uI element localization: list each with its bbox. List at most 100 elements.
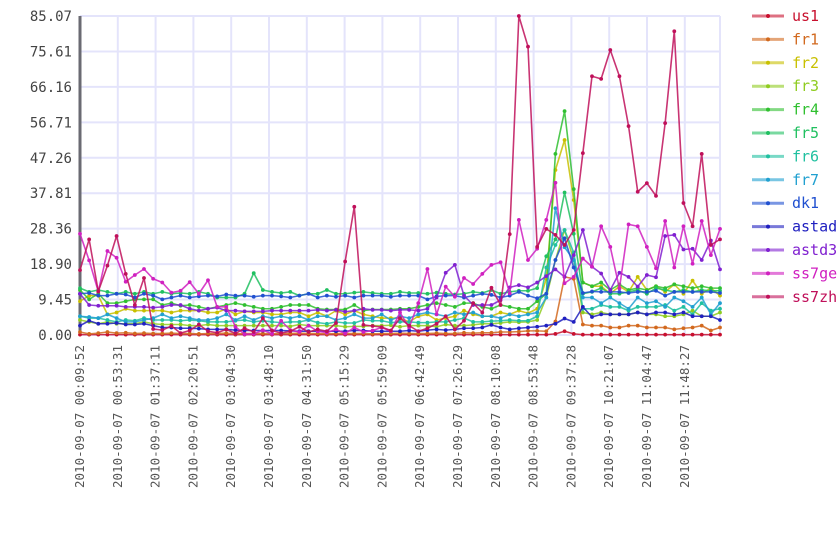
data-point-ss7zh xyxy=(279,331,284,336)
data-point-fr4 xyxy=(425,303,430,307)
data-point-astad xyxy=(553,321,558,326)
legend-label: fr1 xyxy=(792,30,819,48)
data-point-astd3 xyxy=(654,275,658,280)
data-point-astd3 xyxy=(260,309,265,314)
data-point-ss7ge xyxy=(233,324,238,329)
data-point-ss7zh xyxy=(270,328,274,333)
data-point-fr1 xyxy=(480,330,485,335)
data-point-ss7ge xyxy=(114,255,119,260)
data-point-fr7 xyxy=(544,295,549,300)
legend-item-fr6: fr6 xyxy=(752,147,819,165)
data-point-us1 xyxy=(599,332,604,337)
data-point-fr4 xyxy=(672,282,677,287)
data-point-ss7ge xyxy=(334,327,338,332)
data-point-fr3 xyxy=(251,323,256,328)
data-point-dk1 xyxy=(443,293,448,298)
legend-item-ss7zh: ss7zh xyxy=(752,288,837,306)
data-point-dk1 xyxy=(590,289,594,294)
data-point-dk1 xyxy=(626,291,631,295)
data-point-ss7ge xyxy=(599,224,604,229)
data-point-ss7ge xyxy=(370,328,375,333)
data-point-astd3 xyxy=(626,274,631,279)
data-point-ss7ge xyxy=(626,222,631,227)
data-point-ss7zh xyxy=(718,237,722,242)
x-tick-label: 2010-09-07 03:04:30 xyxy=(223,345,238,488)
data-point-astad xyxy=(196,326,201,331)
data-point-fr1 xyxy=(635,323,640,328)
data-point-fr5 xyxy=(361,289,366,294)
data-point-dk1 xyxy=(388,294,393,299)
data-point-ss7ge xyxy=(590,264,594,269)
data-point-astad xyxy=(407,328,412,333)
data-point-fr7 xyxy=(169,316,174,321)
data-point-astad xyxy=(87,318,92,323)
data-point-fr1 xyxy=(590,323,594,328)
data-point-fr5 xyxy=(324,288,329,292)
data-point-astad xyxy=(654,310,658,315)
data-point-astd3 xyxy=(526,285,530,290)
data-point-fr5 xyxy=(105,289,110,294)
data-point-fr5 xyxy=(654,286,658,291)
data-point-us1 xyxy=(672,332,677,337)
data-point-fr2 xyxy=(315,310,320,315)
data-point-ss7ge xyxy=(708,253,713,258)
data-point-fr5 xyxy=(224,295,229,300)
data-point-dk1 xyxy=(553,258,558,262)
data-point-astad xyxy=(590,315,594,319)
data-point-astd3 xyxy=(407,307,412,312)
data-point-fr7 xyxy=(526,312,530,317)
data-point-astd3 xyxy=(297,308,302,313)
data-point-astad xyxy=(178,326,183,331)
x-tick-label: 2010-09-07 04:31:50 xyxy=(299,345,314,488)
data-point-astad xyxy=(635,310,640,315)
data-point-astad xyxy=(644,312,649,317)
data-point-fr6 xyxy=(224,319,229,324)
data-point-fr2 xyxy=(690,278,695,283)
data-point-fr4 xyxy=(123,299,128,304)
data-point-ss7zh xyxy=(608,48,613,52)
data-point-dk1 xyxy=(260,293,265,298)
data-point-fr6 xyxy=(105,318,110,322)
data-point-ss7zh xyxy=(215,330,220,335)
data-point-fr7 xyxy=(306,318,311,322)
data-point-fr6 xyxy=(443,319,448,324)
data-point-fr4 xyxy=(105,301,110,306)
legend-swatch-marker xyxy=(766,107,770,112)
legend-swatch-marker xyxy=(766,60,770,65)
data-point-fr7 xyxy=(114,316,119,321)
data-point-dk1 xyxy=(690,289,695,294)
data-point-fr4 xyxy=(562,109,567,114)
data-point-fr1 xyxy=(425,331,430,336)
x-tick-label: 2010-09-07 08:53:48 xyxy=(526,345,541,488)
data-point-dk1 xyxy=(187,295,192,300)
data-point-fr7 xyxy=(452,310,457,315)
data-point-fr4 xyxy=(297,303,302,307)
data-point-fr3 xyxy=(471,322,476,327)
series-line-fr4 xyxy=(79,110,720,312)
data-point-ss7zh xyxy=(187,328,192,333)
data-point-fr7 xyxy=(206,318,210,322)
data-point-astad xyxy=(215,327,220,332)
data-point-ss7zh xyxy=(87,237,92,242)
data-point-ss7zh xyxy=(242,326,247,331)
data-point-fr4 xyxy=(260,306,265,311)
data-point-astad xyxy=(96,321,101,326)
data-point-astd3 xyxy=(105,303,110,308)
y-tick-label: 37.81 xyxy=(30,186,72,202)
data-point-ss7zh xyxy=(644,181,649,186)
legend-label: dk1 xyxy=(792,194,819,212)
data-point-fr3 xyxy=(178,322,183,327)
data-point-ss7zh xyxy=(361,322,366,327)
data-point-astd3 xyxy=(644,273,649,277)
data-point-ss7zh xyxy=(407,323,412,328)
data-point-ss7zh xyxy=(507,232,512,237)
data-point-us1 xyxy=(718,332,722,337)
data-point-ss7zh xyxy=(553,232,558,237)
data-point-astd3 xyxy=(78,291,82,296)
data-point-fr7 xyxy=(590,295,594,300)
data-point-fr4 xyxy=(718,286,722,291)
legend-label: astd3 xyxy=(792,241,837,259)
data-point-fr1 xyxy=(498,330,503,334)
data-point-dk1 xyxy=(480,291,485,296)
data-point-fr5 xyxy=(132,291,137,296)
